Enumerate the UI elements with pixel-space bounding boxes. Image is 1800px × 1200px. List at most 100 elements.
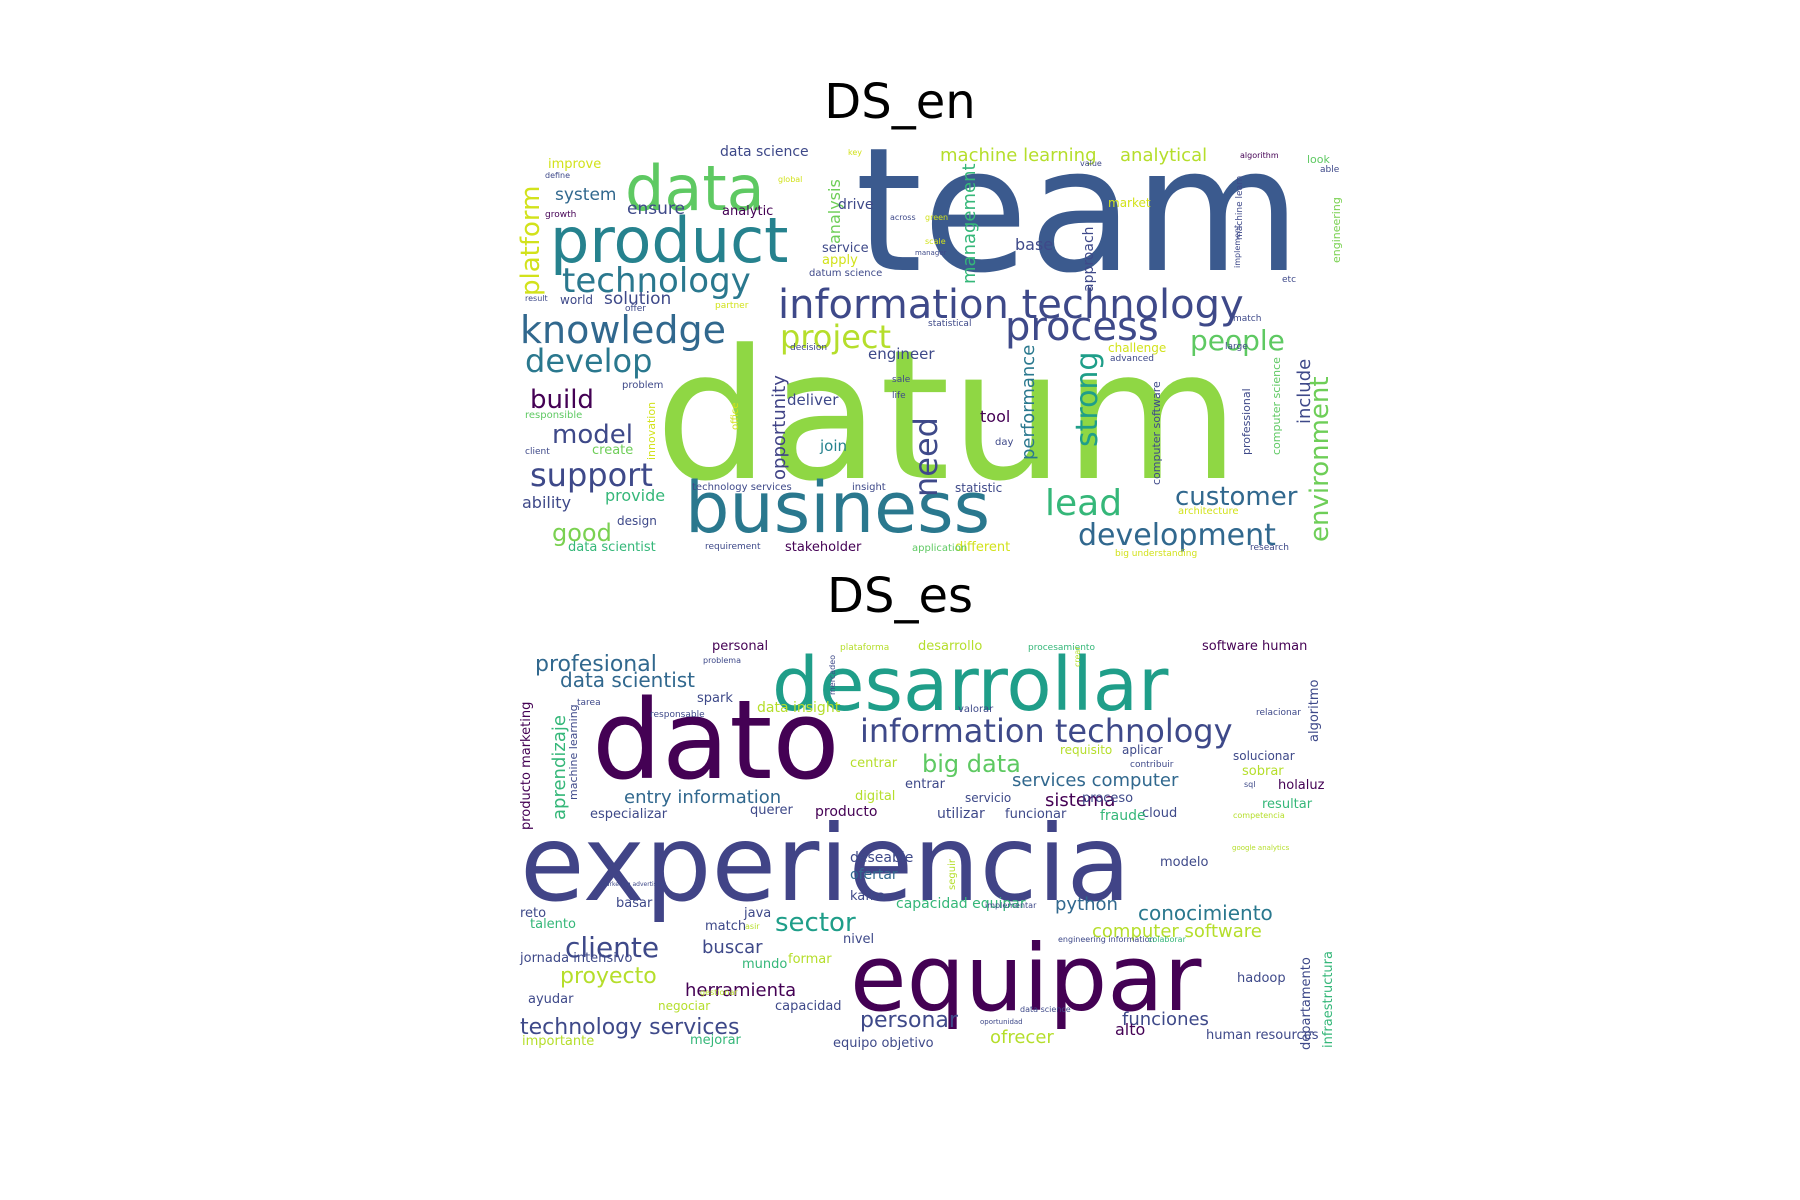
word-client: client xyxy=(525,447,550,457)
word-centrar: centrar xyxy=(850,756,898,771)
word-algorithm: algorithm xyxy=(1240,151,1279,160)
word-computer-science: computer science xyxy=(1270,357,1283,455)
word-office: office xyxy=(730,403,741,430)
word-python: python xyxy=(1055,894,1118,915)
word-different: different xyxy=(955,540,1010,555)
word-digital: digital xyxy=(855,789,895,804)
word-utilizar: utilizar xyxy=(937,806,985,822)
word-human-resources: human resources xyxy=(1206,1028,1319,1043)
word-lead: lead xyxy=(1045,483,1122,524)
word-alto: alto xyxy=(1115,1020,1145,1039)
word-datum-science: datum science xyxy=(809,268,882,279)
word-need: need xyxy=(907,417,945,497)
word-producto-marketing: producto marketing xyxy=(519,702,534,830)
word-google-analytics: google analytics xyxy=(1232,844,1290,852)
word-technology-services: technology services xyxy=(520,1015,739,1040)
word-machine-learning: machine learning xyxy=(567,704,580,800)
word-nivel: nivel xyxy=(843,932,874,947)
word-model: model xyxy=(552,420,633,450)
word-improve: improve xyxy=(548,157,601,172)
word-offer: offer xyxy=(625,304,646,314)
word-oportunidad: oportunidad xyxy=(980,1018,1023,1026)
word-solucionar: solucionar xyxy=(1233,749,1295,763)
word-producto: producto xyxy=(815,804,877,820)
word-large: large xyxy=(1225,342,1248,352)
word-personar: personar xyxy=(860,1008,959,1033)
word-reto: reto xyxy=(520,906,546,921)
word-problem: problem xyxy=(622,380,663,391)
word-desarrollo: desarrollo xyxy=(918,639,982,654)
chart-title-es: DS_es xyxy=(827,568,973,624)
word-opportunity: opportunity xyxy=(769,375,790,480)
word-data-scientist: data scientist xyxy=(560,668,695,692)
word-system: system xyxy=(555,185,616,205)
word-manager: manager xyxy=(915,249,947,257)
word-provide: provide xyxy=(605,486,665,505)
word-application: application xyxy=(912,543,967,554)
word-software-human: software human xyxy=(1202,639,1307,654)
word-product: product xyxy=(550,204,788,277)
word-big-understanding: big understanding xyxy=(1115,549,1197,559)
word-responsible: responsible xyxy=(525,410,582,421)
word-build: build xyxy=(530,385,594,415)
word-join: join xyxy=(819,437,847,455)
word-machine-learning: machine learning xyxy=(940,145,1097,166)
word-create: create xyxy=(592,443,633,458)
word-entrar: entrar xyxy=(905,777,946,792)
word-data-science: data science xyxy=(720,144,809,160)
word-value: value xyxy=(1080,159,1102,168)
word-computer-software: computer software xyxy=(1092,921,1262,942)
word-innovation: innovation xyxy=(645,402,658,460)
word-basar: basar xyxy=(616,896,653,911)
word-approach: approach xyxy=(1081,226,1097,292)
word-scale: scale xyxy=(925,237,946,246)
word-holaluz: holaluz xyxy=(1278,778,1325,793)
word-insight: insight xyxy=(852,482,886,493)
word-process: process xyxy=(1005,304,1159,350)
word-advanced: advanced xyxy=(1110,354,1154,364)
word-information-technology: information technology xyxy=(860,712,1233,750)
word-especializar: especializar xyxy=(590,807,668,822)
word-service: service xyxy=(822,241,869,256)
word-development: development xyxy=(1078,518,1276,553)
word-jornada-intensivo: jornada intensivo xyxy=(519,951,633,966)
word-funcionar: funcionar xyxy=(1005,807,1067,822)
word-buscar: buscar xyxy=(702,937,763,958)
word-responsable: responsable xyxy=(650,710,705,720)
word-aplicar: aplicar xyxy=(1122,743,1163,757)
word-look: look xyxy=(1307,153,1331,166)
word-deseable: deseable xyxy=(850,850,913,866)
word-sector: sector xyxy=(775,908,856,938)
word-include: include xyxy=(1294,359,1315,424)
word-tool: tool xyxy=(980,407,1010,426)
word-seguir: seguir xyxy=(947,858,958,890)
word-infraestructura: infraestructura xyxy=(1321,951,1336,1048)
word-technology: technology xyxy=(562,261,751,301)
word-procesamiento: procesamiento xyxy=(1028,643,1095,653)
word-professional: professional xyxy=(1240,388,1253,455)
word-servicio: servicio xyxy=(965,791,1011,805)
word-sobrar: sobrar xyxy=(1242,764,1284,779)
word-sale: sale xyxy=(892,375,911,385)
word-ofertar: ofertar xyxy=(850,867,898,883)
word-ensure: ensure xyxy=(627,199,685,219)
word-querer: querer xyxy=(750,803,794,818)
word-requirement: requirement xyxy=(705,542,761,552)
word-day: day xyxy=(995,437,1013,448)
word-entry-information: entry information xyxy=(624,787,781,808)
word-statistic: statistic xyxy=(955,481,1002,495)
word-spark: spark xyxy=(697,691,733,706)
word-conocimiento: conocimiento xyxy=(1138,901,1273,925)
word-ofrecer: ofrecer xyxy=(990,1027,1054,1048)
word-crear: crear xyxy=(1073,646,1082,667)
word-contribuir: contribuir xyxy=(1130,760,1174,770)
word-drive: drive xyxy=(838,197,873,213)
word-data: data xyxy=(625,152,765,225)
word-stakeholder: stakeholder xyxy=(785,540,862,555)
word-equipar: equipar xyxy=(850,925,1202,1032)
word-data-insight: data insight xyxy=(757,700,841,716)
word-equipo-objetivo: equipo objetivo xyxy=(833,1036,934,1051)
word-define: define xyxy=(545,171,570,180)
word-implementar: implementar xyxy=(985,901,1037,910)
